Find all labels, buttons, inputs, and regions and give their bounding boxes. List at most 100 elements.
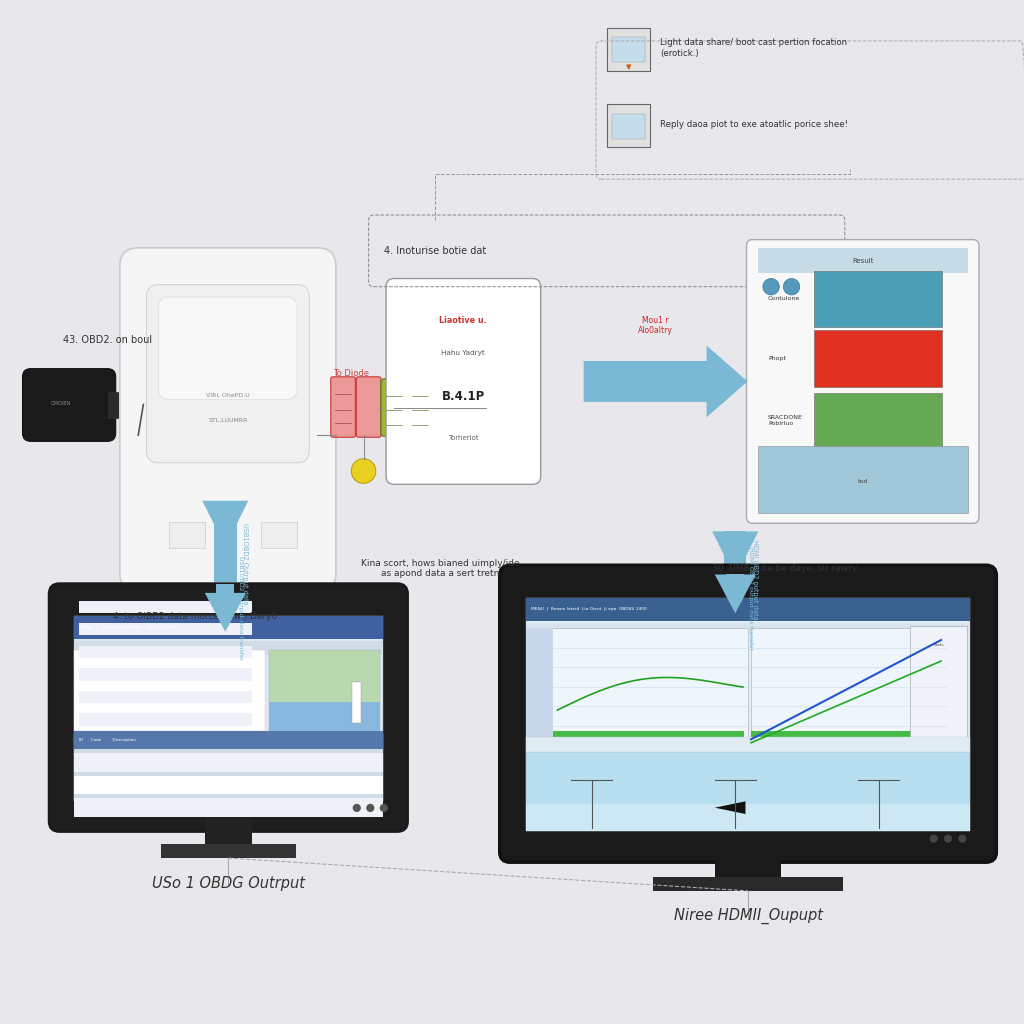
Text: Reply daoa piot to exe atoatlic porice shee!: Reply daoa piot to exe atoatlic porice s…: [660, 121, 849, 129]
Bar: [268, 702, 380, 731]
Bar: [715, 850, 781, 881]
Text: Light data share/ boot cast pertion focation
(erotick.): Light data share/ boot cast pertion foca…: [660, 39, 848, 57]
FancyBboxPatch shape: [146, 285, 309, 463]
Bar: [526, 598, 970, 621]
FancyBboxPatch shape: [23, 369, 116, 441]
Text: 30. UM8./: ita be daye, sir rawry: 30. UM8./: ita be daye, sir rawry: [712, 564, 857, 572]
Text: MENU  |  Reasm loteid  Lia Oient  Ji epa  OBDSS-1400: MENU | Reasm loteid Lia Oient Ji epa OBD…: [531, 607, 647, 611]
Bar: [74, 641, 383, 655]
Bar: [74, 649, 265, 731]
FancyBboxPatch shape: [386, 279, 541, 484]
Text: Contulone: Contulone: [768, 296, 800, 301]
Bar: [79, 691, 252, 703]
Bar: [352, 682, 360, 723]
Circle shape: [367, 804, 375, 812]
Bar: [79, 669, 252, 681]
Text: Phopt: Phopt: [768, 356, 786, 360]
Circle shape: [221, 549, 233, 561]
Text: VIRL OhePD.U: VIRL OhePD.U: [206, 393, 250, 397]
Bar: [214, 501, 237, 582]
Polygon shape: [713, 531, 758, 578]
Bar: [726, 574, 744, 584]
FancyBboxPatch shape: [746, 240, 979, 523]
Bar: [74, 616, 383, 801]
Bar: [526, 752, 970, 831]
FancyBboxPatch shape: [607, 28, 650, 71]
Bar: [74, 776, 383, 795]
Polygon shape: [584, 346, 748, 418]
Text: Hahu Yadryt: Hahu Yadryt: [441, 350, 485, 356]
Text: 4. to OiBD2 data morcentown Dary0: 4. to OiBD2 data morcentown Dary0: [113, 612, 276, 621]
Polygon shape: [715, 574, 756, 613]
Text: B.4.1P: B.4.1P: [441, 390, 485, 403]
Circle shape: [930, 835, 938, 843]
Text: Stats: Stats: [934, 643, 944, 647]
FancyBboxPatch shape: [432, 379, 461, 436]
Text: MENU  |  Free format filter  OBDSS-1600: MENU | Free format filter OBDSS-1600: [79, 625, 177, 631]
Polygon shape: [203, 501, 248, 547]
FancyBboxPatch shape: [356, 377, 381, 437]
FancyBboxPatch shape: [49, 584, 408, 831]
Bar: [752, 731, 942, 741]
Circle shape: [944, 835, 952, 843]
Text: To Diode: To Diode: [333, 370, 369, 378]
FancyBboxPatch shape: [120, 248, 336, 592]
Bar: [79, 601, 252, 613]
Polygon shape: [205, 593, 246, 632]
Bar: [74, 731, 383, 750]
Circle shape: [958, 835, 967, 843]
Bar: [108, 392, 143, 418]
Bar: [724, 531, 746, 582]
Text: Liaotive u.: Liaotive u.: [439, 316, 487, 326]
Polygon shape: [715, 802, 745, 814]
Bar: [653, 877, 844, 891]
Text: Result: Result: [852, 258, 873, 263]
FancyBboxPatch shape: [381, 379, 410, 436]
Text: USB1OBD2 Outrput data transfer: USB1OBD2 Outrput data transfer: [238, 556, 243, 659]
Bar: [79, 624, 252, 636]
Bar: [814, 270, 942, 327]
Circle shape: [763, 279, 779, 295]
Bar: [526, 629, 748, 745]
FancyBboxPatch shape: [607, 104, 650, 147]
Text: 43. OBD2. on boul: 43. OBD2. on boul: [63, 335, 153, 345]
Bar: [79, 646, 252, 658]
Text: ID      Code         Description: ID Code Description: [79, 738, 136, 742]
Bar: [758, 446, 968, 513]
Text: SRACDONE
Pobirluo: SRACDONE Pobirluo: [768, 416, 803, 426]
Bar: [553, 731, 743, 741]
Bar: [752, 629, 946, 745]
Text: STL,LUUMRR: STL,LUUMRR: [208, 418, 248, 422]
Bar: [261, 522, 297, 548]
FancyBboxPatch shape: [331, 377, 355, 437]
Bar: [526, 629, 553, 745]
Text: Torherlot: Torherlot: [449, 435, 478, 441]
Bar: [268, 649, 380, 731]
Text: USB1OBD2 Outrput data: USB1OBD2 Outrput data: [242, 523, 248, 605]
Bar: [74, 754, 383, 772]
Bar: [169, 522, 205, 548]
Circle shape: [783, 279, 800, 295]
Bar: [526, 736, 970, 752]
FancyBboxPatch shape: [500, 565, 996, 862]
FancyBboxPatch shape: [407, 379, 435, 436]
Text: 4. Inoturise botie dat: 4. Inoturise botie dat: [384, 246, 486, 256]
Bar: [526, 598, 970, 831]
Text: QMOIBN: QMOIBN: [51, 401, 72, 406]
Bar: [814, 392, 942, 449]
Text: Mou1 r
Alo0altry: Mou1 r Alo0altry: [638, 316, 673, 336]
Circle shape: [351, 459, 376, 483]
Bar: [526, 623, 970, 635]
Bar: [74, 734, 383, 801]
Bar: [758, 248, 968, 273]
Bar: [161, 844, 296, 858]
Text: Kina scort, hows bianed uimply/ide
as apond data a sert tretn: Kina scort, hows bianed uimply/ide as ap…: [361, 559, 519, 578]
Text: HDMI OBD2 output data: HDMI OBD2 output data: [752, 540, 758, 620]
FancyBboxPatch shape: [159, 297, 297, 399]
Bar: [79, 714, 252, 726]
Text: Niree HDMII_Oupupt: Niree HDMII_Oupupt: [674, 908, 822, 925]
Bar: [216, 584, 234, 593]
Bar: [526, 804, 970, 831]
Bar: [74, 616, 383, 639]
Circle shape: [352, 804, 360, 812]
